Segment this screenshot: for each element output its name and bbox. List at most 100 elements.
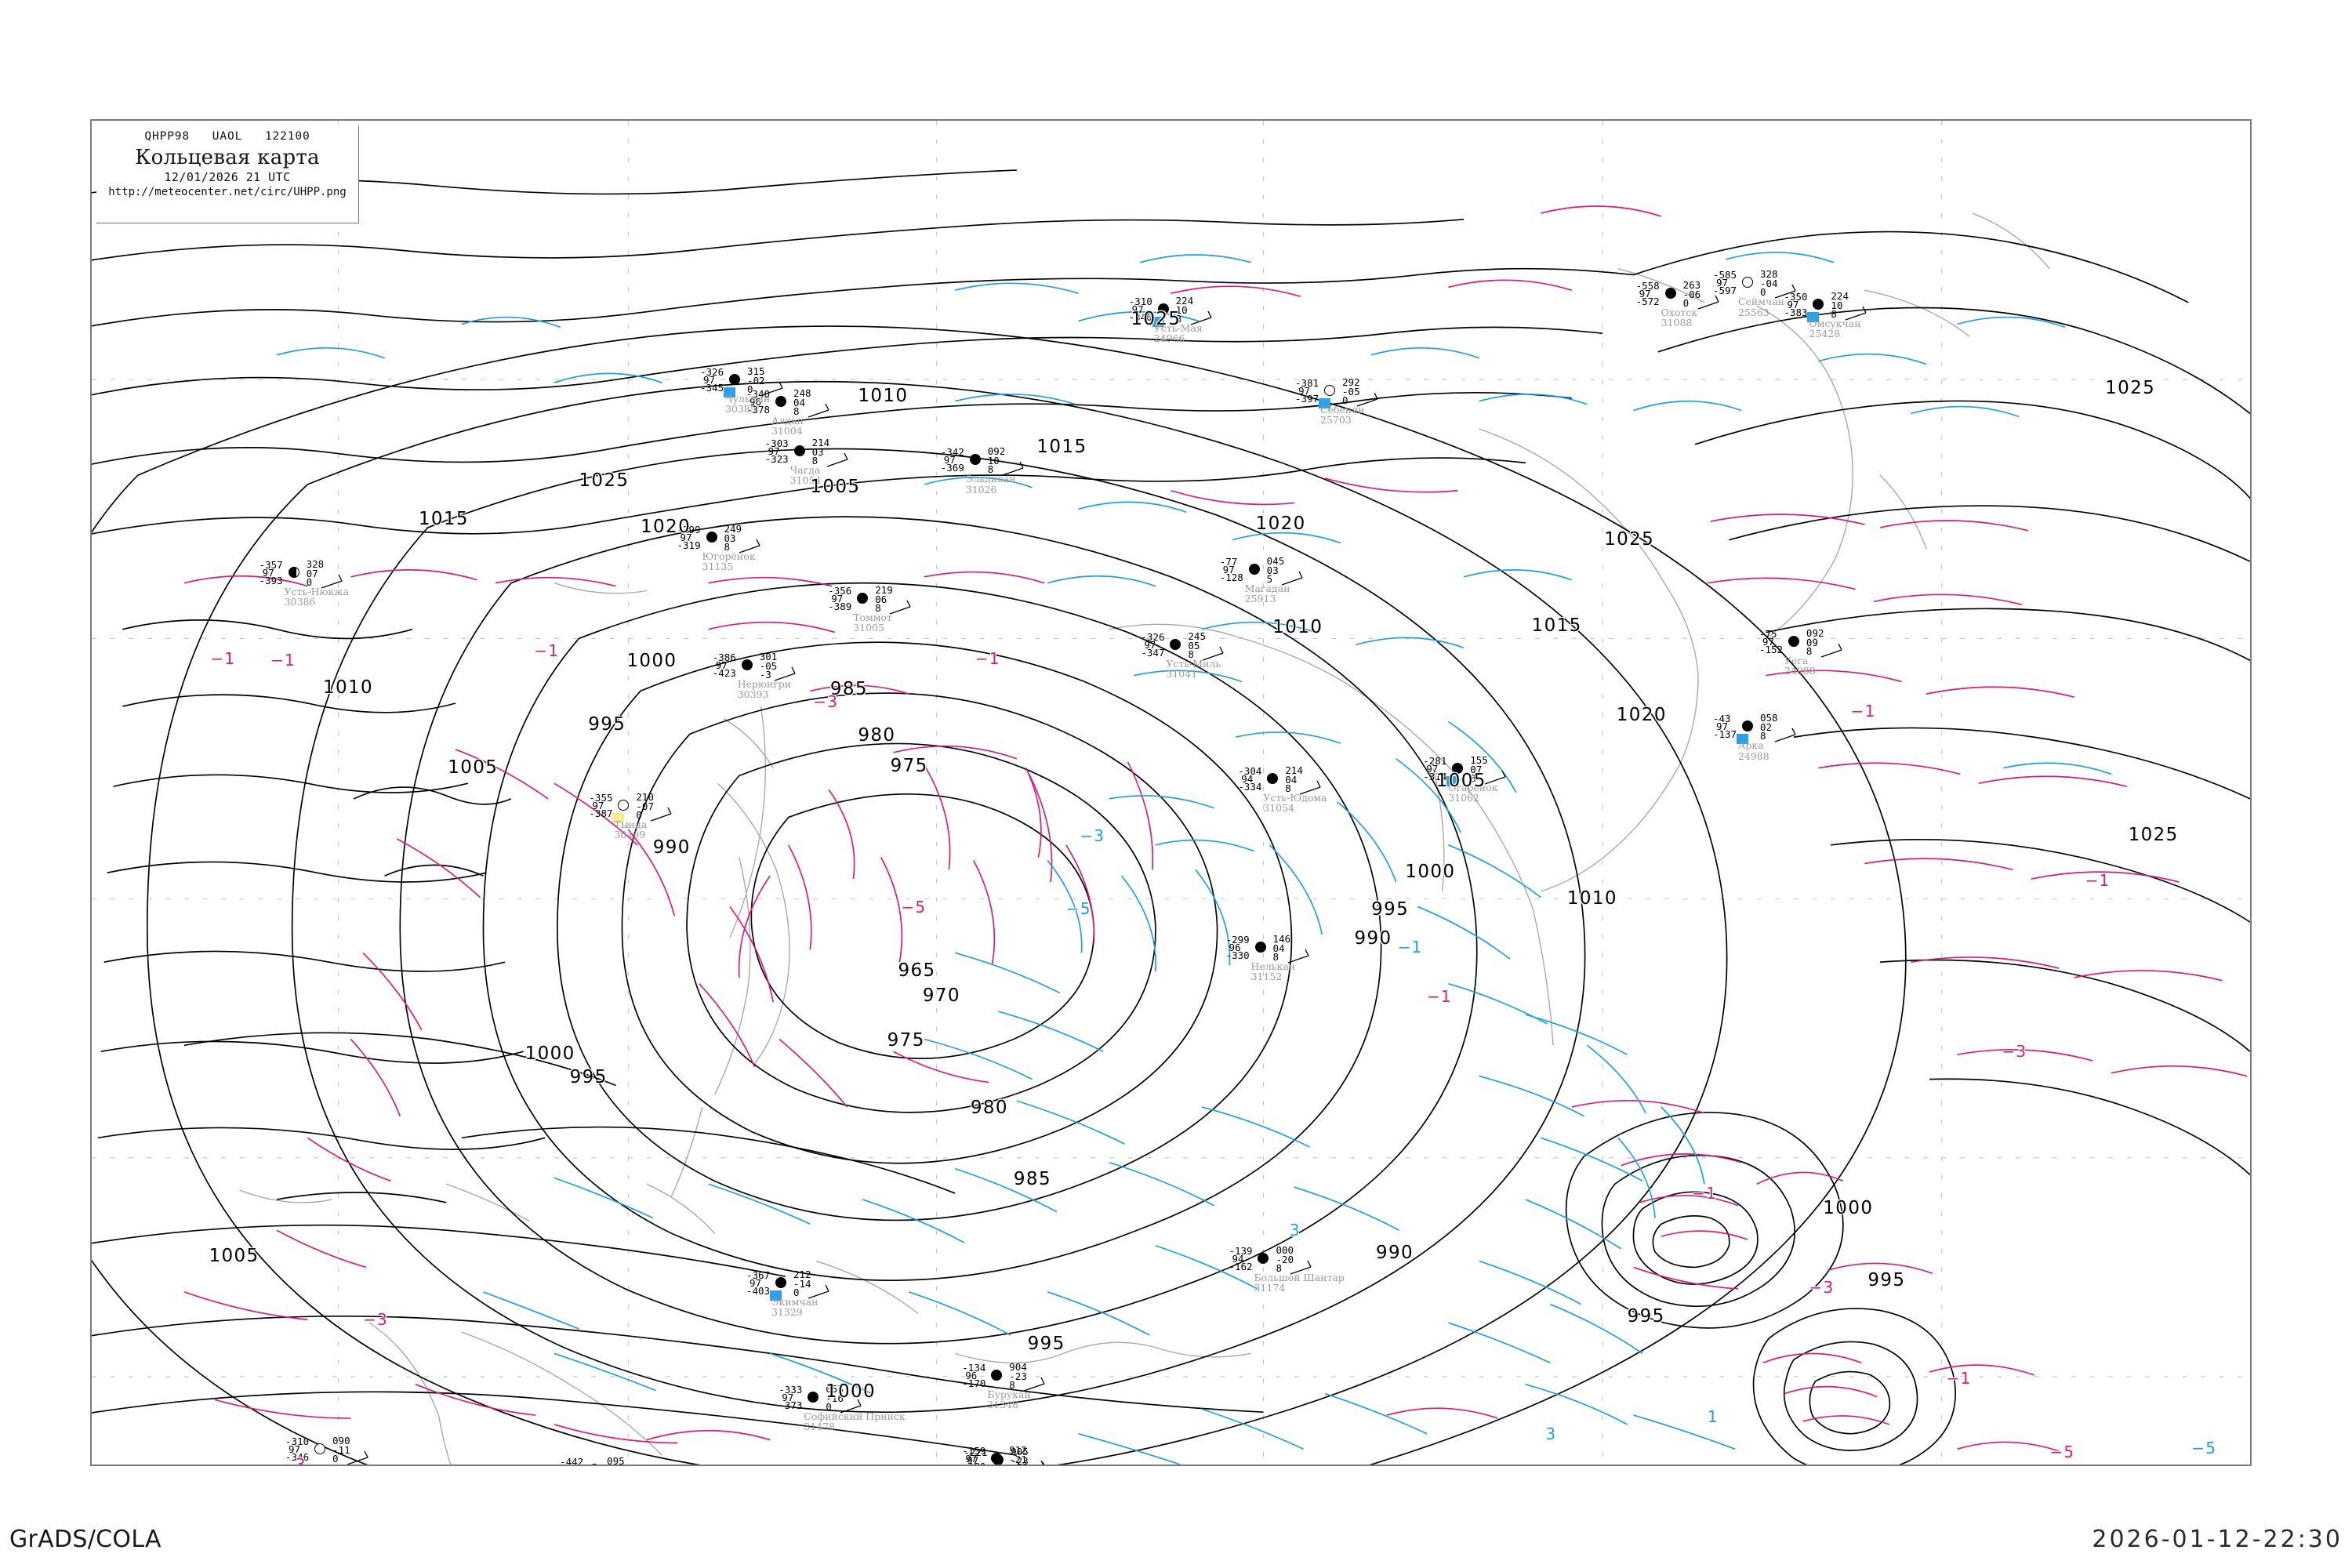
station-pressure: 912 <box>1009 1444 1027 1457</box>
warm-isoline-label: −1 <box>1426 986 1452 1006</box>
station-id: 31174 <box>1254 1281 1286 1294</box>
station-pressure: 090 <box>332 1435 350 1447</box>
station-id: 31478 <box>804 1420 836 1432</box>
weather-map-frame: .iso {fill:none;stroke:#000;stroke-width… <box>90 119 2252 1466</box>
station-pressure-tendency: 09 <box>1806 637 1818 649</box>
station-humidity: 97 <box>943 454 956 466</box>
station-id: 31135 <box>702 560 734 572</box>
station-cloud-code: 8 <box>1188 648 1194 661</box>
station-label: Себенян 25703 <box>1320 405 1364 425</box>
station-label: Омсукчан 25428 <box>1809 318 1860 339</box>
isobar-label: 1010 <box>1272 616 1323 637</box>
station-pressure-tendency: 07 <box>1470 763 1483 775</box>
station-humidity: 96 <box>749 395 762 408</box>
station-circle <box>1664 288 1676 299</box>
station-pressure: 328 <box>1759 268 1778 281</box>
station-dewpoint: -389 <box>828 601 852 613</box>
station-dewpoint: -393 <box>259 574 283 586</box>
warm-isoline-label: −1 <box>534 641 560 661</box>
map-canvas: .iso {fill:none;stroke:#000;stroke-width… <box>92 121 2250 1465</box>
station-pressure: 224 <box>1831 289 1849 302</box>
precip-swatch <box>769 1290 782 1301</box>
station-temperature: -299 <box>677 523 701 535</box>
precip-swatch <box>1152 316 1164 327</box>
station-cloud-code: 5 <box>1266 572 1273 585</box>
station-dewpoint: -314 <box>1423 770 1447 782</box>
grads-producer-label: GrADS/COLA <box>9 1526 162 1553</box>
station-label: Усть-Мая 24966 <box>1154 323 1203 343</box>
isobar-label: 970 <box>922 985 960 1006</box>
station-id: 24966 <box>1153 332 1185 344</box>
isobar-label: 1025 <box>2128 825 2179 846</box>
station-name: Экимчан <box>771 1296 818 1308</box>
station-pressure-tendency: -02 <box>747 375 765 387</box>
wind-barb-icon <box>761 381 783 396</box>
station-id: 25703 <box>1320 414 1352 426</box>
station-circle <box>741 659 753 670</box>
station-cloud-code: 8 <box>1011 1465 1017 1466</box>
wind-barb-icon <box>1774 285 1796 299</box>
station-pressure-tendency: -23 <box>1009 1370 1027 1382</box>
wind-barb-icon <box>1356 392 1378 407</box>
station-name: Нелькан <box>1250 960 1296 972</box>
cold-isoline-label: 3 <box>1289 1221 1301 1240</box>
isobar-label: 980 <box>970 1098 1008 1119</box>
station-cloud-code: 8 <box>1806 645 1813 658</box>
station-pressure-tendency: -21 <box>1009 1454 1027 1466</box>
station-dewpoint: -170 <box>962 1377 986 1389</box>
isobar-label: 990 <box>1376 1242 1414 1263</box>
station-temperature: -43 <box>1712 713 1731 725</box>
station-dewpoint: -330 <box>1225 949 1250 961</box>
isobar-label: 1015 <box>1531 615 1582 636</box>
station-dewpoint: -180 <box>962 1462 985 1465</box>
station-temperature: -281 <box>1423 754 1447 767</box>
wind-barb-icon <box>1290 1260 1312 1275</box>
station-id: 31062 <box>1448 791 1480 804</box>
isobar-contours <box>92 169 2250 1465</box>
station-label: Чульман 30385 <box>725 394 770 414</box>
wind-barb-icon <box>1024 1377 1045 1392</box>
station-label: Тында 30499 <box>614 819 647 840</box>
station-humidity: 97 <box>563 1465 575 1466</box>
isobar-label: 975 <box>890 755 928 776</box>
station-circle <box>808 1391 819 1403</box>
station-name: Уега <box>1784 655 1809 667</box>
station-pressure-tendency: 04 <box>1285 774 1298 786</box>
station-dewpoint: -137 <box>1712 728 1737 741</box>
station-dewpoint: -128 <box>1219 571 1243 583</box>
wind-barb-icon <box>1203 647 1224 661</box>
station-dewpoint: -369 <box>940 462 964 474</box>
station-pressure-tendency: -05 <box>759 659 778 672</box>
warm-isolines <box>183 205 2248 1454</box>
station-pressure-tendency: 07 <box>306 567 318 579</box>
station-pressure-tendency: -14 <box>793 1278 811 1290</box>
isobar-label: 1000 <box>1823 1197 1874 1218</box>
station-label: Усть-Миль 31041 <box>1166 659 1221 679</box>
station-temperature: -221 <box>964 1446 988 1459</box>
station-pressure: 053 <box>826 1382 844 1395</box>
warm-isoline-label: −3 <box>2002 1042 2027 1062</box>
station-temperature: -303 <box>764 437 789 449</box>
isobar-label: 995 <box>588 713 626 735</box>
station-cloud-code: 8 <box>811 454 818 466</box>
isobar-label: 995 <box>1371 898 1410 920</box>
station-humidity: 97 <box>1298 384 1311 397</box>
wind-barb-icon <box>1846 306 1867 321</box>
station-circle <box>1267 773 1279 785</box>
station-humidity: 96 <box>965 1369 978 1381</box>
station-dewpoint: -572 <box>1635 296 1660 308</box>
station-pressure: 210 <box>636 790 654 803</box>
station-humidity: 97 <box>782 1391 794 1403</box>
station-cloud-code: 0 <box>747 383 753 396</box>
station-pressure: 214 <box>811 436 830 448</box>
wind-barb-icon <box>1774 728 1796 743</box>
station-id: 31054 <box>789 474 822 486</box>
station-circle <box>793 445 805 456</box>
station-temperature: -386 <box>712 651 736 663</box>
cold-isoline-label: −5 <box>1065 898 1091 918</box>
station-name: Большой Шантар <box>1254 1271 1345 1283</box>
station-pressure-tendency: 10 <box>1175 303 1188 316</box>
isobar-label: 1025 <box>579 470 630 492</box>
station-name: Омсукчан <box>1809 317 1861 329</box>
station-cloud-code: 0 <box>1342 394 1348 406</box>
